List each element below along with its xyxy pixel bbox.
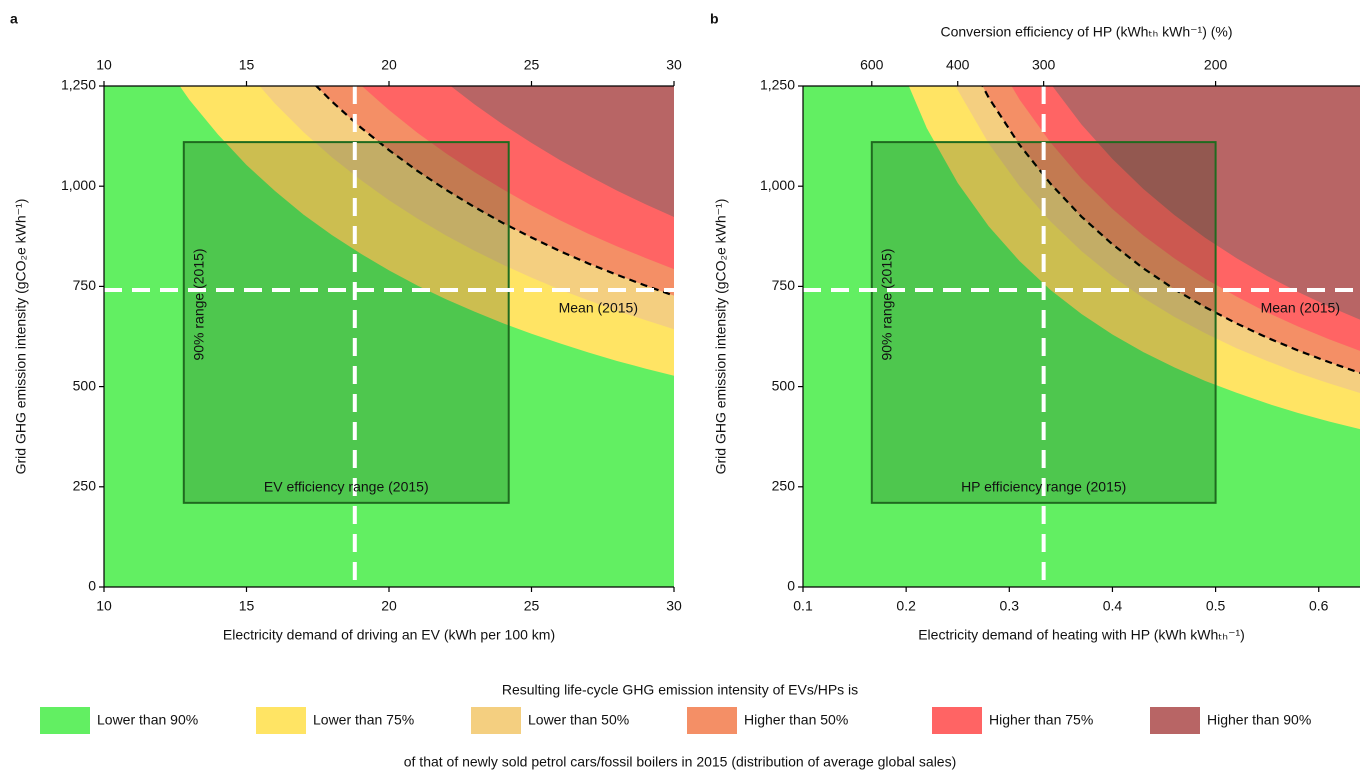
plot-area [104, 86, 674, 587]
band [1052, 86, 1360, 320]
mean-label: Mean (2015) [559, 300, 638, 316]
legend-label: Lower than 75% [313, 712, 414, 728]
legend-note: of that of newly sold petrol cars/fossil… [404, 754, 957, 770]
range-label-y: 90% range (2015) [879, 248, 895, 360]
legend-label: Lower than 90% [97, 712, 198, 728]
y-tick-label: 250 [772, 478, 796, 494]
plot-area [803, 86, 1360, 587]
legend-swatch [687, 707, 737, 734]
y-tick-label: 1,250 [61, 77, 96, 93]
x2-tick-label: 300 [1032, 57, 1056, 73]
x-tick-label: 0.5 [1206, 598, 1226, 614]
x2-tick-label: 10 [96, 57, 112, 73]
x2-tick-label: 15 [239, 57, 255, 73]
y-tick-label: 500 [73, 377, 97, 393]
y-axis-title: Grid GHG emission intensity (gCO₂e kWh⁻¹… [13, 199, 29, 475]
x-tick-label: 15 [239, 598, 255, 614]
legend-swatch [1150, 707, 1200, 734]
panel-label: a [10, 11, 18, 27]
legend-swatch [471, 707, 521, 734]
legend-label: Higher than 75% [989, 712, 1093, 728]
y-tick-label: 0 [88, 578, 96, 594]
x2-tick-label: 25 [524, 57, 540, 73]
x2-tick-label: 30 [666, 57, 682, 73]
band [450, 86, 674, 218]
legend-title: Resulting life-cycle GHG emission intens… [502, 682, 858, 698]
legend-swatch [256, 707, 306, 734]
y-tick-label: 1,000 [760, 177, 795, 193]
x-tick-label: 0.3 [1000, 598, 1020, 614]
y-tick-label: 1,250 [760, 77, 795, 93]
legend-swatch [932, 707, 982, 734]
y-tick-label: 500 [772, 377, 796, 393]
x-axis-title: Electricity demand of driving an EV (kWh… [223, 627, 555, 643]
x-tick-label: 20 [381, 598, 397, 614]
x2-tick-label: 600 [860, 57, 884, 73]
x-tick-label: 10 [96, 598, 112, 614]
x-axis-title: Electricity demand of heating with HP (k… [918, 627, 1245, 643]
x2-axis-title: Conversion efficiency of HP (kWhₜₕ kWh⁻¹… [940, 24, 1232, 40]
x-tick-label: 0.1 [793, 598, 813, 614]
y-tick-label: 1,000 [61, 177, 96, 193]
legend-label: Lower than 50% [528, 712, 629, 728]
range-box [182, 141, 510, 504]
x2-tick-label: 200 [1204, 57, 1228, 73]
x2-tick-label: 20 [381, 57, 397, 73]
y-tick-label: 750 [73, 277, 97, 293]
y-tick-label: 750 [772, 277, 796, 293]
y-axis-title: Grid GHG emission intensity (gCO₂e kWh⁻¹… [713, 199, 729, 475]
panel-label: b [710, 11, 719, 27]
range-label-y: 90% range (2015) [191, 248, 207, 360]
x-tick-label: 25 [524, 598, 540, 614]
mean-curve [981, 86, 1360, 375]
range-label-x: EV efficiency range (2015) [264, 479, 429, 495]
x2-tick-label: 400 [946, 57, 970, 73]
mean-curve [314, 86, 674, 297]
y-tick-label: 0 [787, 578, 795, 594]
y-tick-label: 250 [73, 478, 97, 494]
legend-label: Higher than 50% [744, 712, 848, 728]
range-label-x: HP efficiency range (2015) [961, 479, 1126, 495]
x-tick-label: 30 [666, 598, 682, 614]
x-tick-label: 0.6 [1309, 598, 1329, 614]
legend-label: Higher than 90% [1207, 712, 1311, 728]
x-tick-label: 0.4 [1103, 598, 1123, 614]
mean-label: Mean (2015) [1261, 300, 1340, 316]
x-tick-label: 0.2 [896, 598, 916, 614]
legend-swatch [40, 707, 90, 734]
